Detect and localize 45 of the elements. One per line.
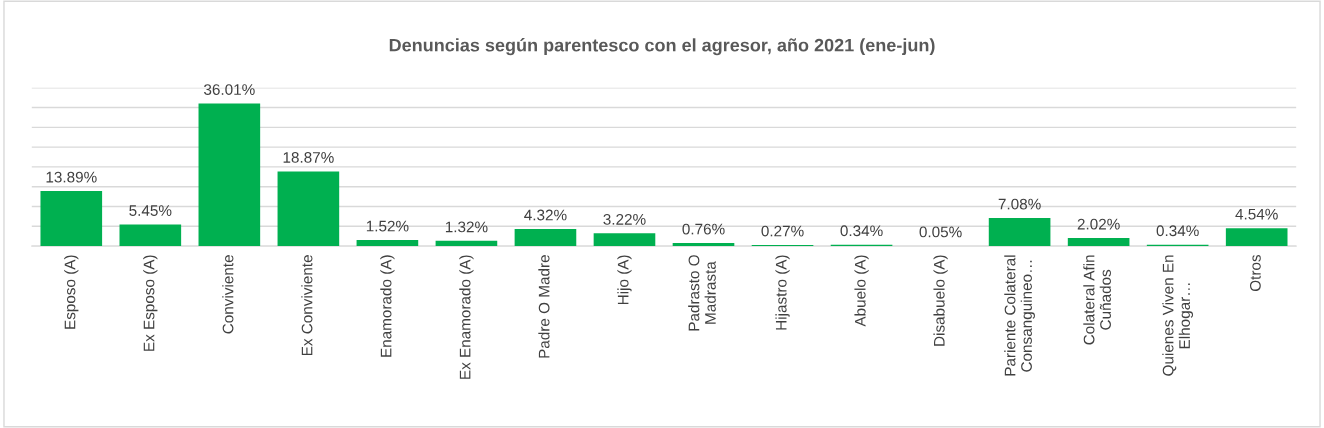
data-label: 1.32% <box>445 221 488 233</box>
data-label: 18.87% <box>283 152 334 163</box>
x-tick-label: Quienes Viven En Elhogar… <box>1162 255 1194 376</box>
bar <box>119 224 182 247</box>
bar <box>514 229 577 247</box>
data-label: 4.32% <box>524 209 567 221</box>
bar <box>988 218 1051 247</box>
bar <box>1067 238 1130 247</box>
x-tick-label: Padrasto O Madrasta <box>688 255 716 331</box>
data-label: 0.34% <box>840 225 883 237</box>
data-label: 0.27% <box>761 225 804 237</box>
data-label: 0.76% <box>682 223 725 235</box>
x-tick-label: Otros <box>1249 254 1261 292</box>
x-tick-label: Disabuelo (A) <box>933 255 948 346</box>
x-tick-label: Hijastro (A) <box>775 255 790 330</box>
x-tick-label: Ex Esposo (A) <box>143 255 158 351</box>
data-label: 36.01% <box>204 84 255 95</box>
bar <box>40 191 103 247</box>
bar <box>593 233 656 247</box>
data-label: 1.52% <box>366 220 409 232</box>
data-label: 3.22% <box>603 213 646 225</box>
data-label: 13.89% <box>46 171 97 183</box>
x-tick-label: Ex Enamorado (A) <box>459 255 474 379</box>
data-label: 7.08% <box>998 198 1041 210</box>
bar <box>198 103 261 247</box>
data-label: 0.05% <box>919 226 962 238</box>
x-tick-label: Ex Conviviente <box>301 255 313 356</box>
bar <box>1225 228 1288 247</box>
x-tick-label: Enamorado (A) <box>380 255 395 357</box>
x-tick-label: Colateral Afin Cuñados <box>1083 255 1111 345</box>
x-tick-label: Conviviente <box>222 255 234 334</box>
x-tick-label: Abuelo (A) <box>854 255 869 327</box>
chart-title: Denuncias según parentesco con el agresor, año 2021 (ene-jun) <box>389 38 935 56</box>
bar <box>277 171 340 247</box>
data-label: 2.02% <box>1077 218 1120 230</box>
x-tick-label: Hijo (A) <box>617 255 632 305</box>
x-tick-label: Padre O Madre <box>538 255 550 358</box>
bar <box>356 240 419 247</box>
bar <box>435 240 498 247</box>
x-tick-label: Esposo (A) <box>64 255 79 329</box>
x-tick-label: Pariente Colateral Consanguineo… <box>1004 255 1035 376</box>
data-label: 4.54% <box>1235 208 1278 220</box>
data-label: 0.34% <box>1156 225 1199 237</box>
bar <box>672 243 735 247</box>
data-label: 5.45% <box>129 205 172 216</box>
